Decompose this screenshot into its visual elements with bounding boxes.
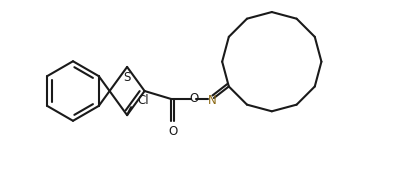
- Text: O: O: [169, 125, 178, 138]
- Text: Cl: Cl: [137, 94, 149, 107]
- Text: S: S: [124, 71, 131, 84]
- Text: N: N: [208, 93, 216, 106]
- Text: O: O: [189, 92, 198, 105]
